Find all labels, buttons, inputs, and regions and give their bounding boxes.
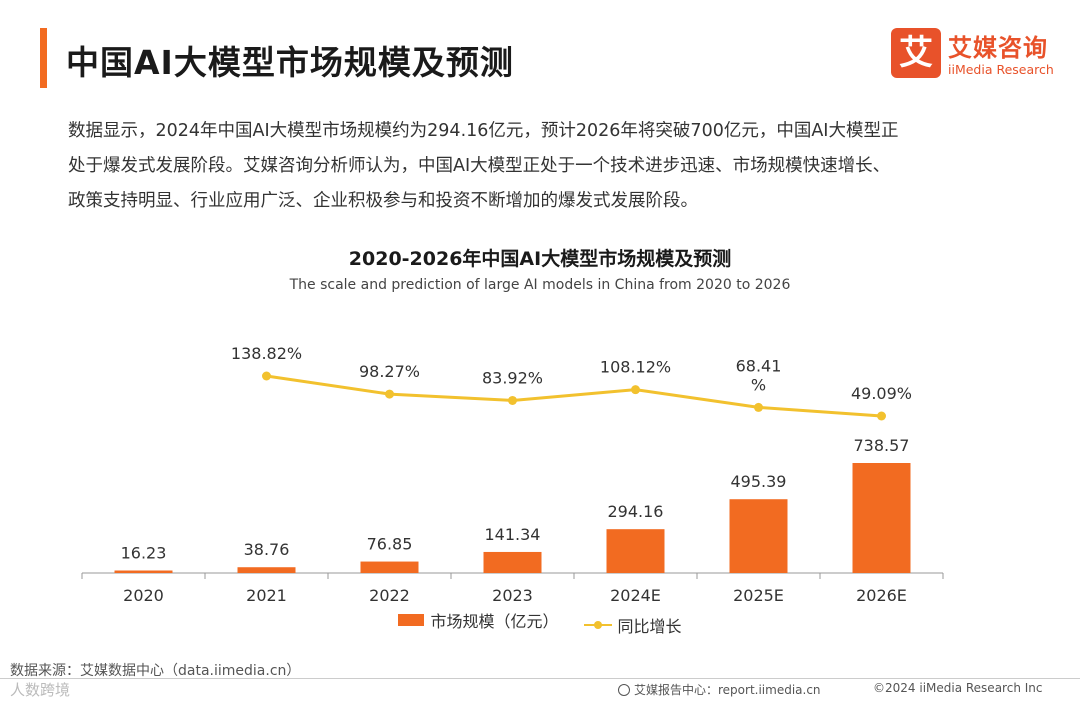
x-tick-label: 2020 — [123, 586, 164, 605]
chart-title: 2020-2026年中国AI大模型市场规模及预测 — [348, 248, 732, 270]
bar-value-label: 495.39 — [731, 472, 787, 491]
growth-rate-label: 83.92% — [482, 368, 543, 387]
growth-rate-point — [262, 371, 271, 381]
chart-legend: 市场规模（亿元） 同比增长 — [0, 608, 1080, 637]
bar-value-label: 141.34 — [485, 525, 541, 544]
bar-market-size — [729, 499, 788, 573]
bar-market-size — [237, 567, 296, 573]
footer-copyright: ©2024 iiMedia Research Inc — [873, 681, 1043, 695]
bar-market-size — [114, 570, 173, 573]
intro-line: 数据显示，2024年中国AI大模型市场规模约为294.16亿元，预计2026年将… — [68, 121, 899, 141]
iimedia-logo: 艾 艾媒咨询 iiMedia Research — [891, 28, 1061, 84]
globe-icon — [618, 683, 630, 696]
watermark-text: 人数跨境 — [10, 681, 71, 699]
chart-subtitle: The scale and prediction of large AI mod… — [289, 277, 791, 293]
title-accent-bar — [40, 28, 47, 88]
footer-divider — [0, 678, 1080, 679]
legend-bar-swatch — [398, 614, 425, 626]
legend-line-swatch — [583, 621, 612, 629]
growth-rate-point — [508, 395, 517, 405]
growth-rate-point — [754, 402, 763, 412]
legend-item-growth: 同比增长 — [583, 613, 682, 637]
x-tick-label: 2025E — [733, 586, 784, 605]
growth-rate-point — [385, 389, 394, 399]
bar-market-size — [360, 561, 419, 573]
legend-label: 市场规模（亿元） — [430, 612, 559, 631]
bar-market-size — [606, 529, 665, 573]
x-tick-label: 2021 — [246, 586, 287, 605]
bar-market-size — [483, 551, 542, 573]
data-source: 数据来源：艾媒数据中心（data.iimedia.cn） — [10, 663, 301, 679]
bar-value-label: 738.57 — [854, 436, 910, 455]
x-tick-label: 2023 — [492, 586, 533, 605]
logo-cn-text: 艾媒咨询 — [948, 34, 1048, 62]
logo-mark: 艾 — [891, 28, 941, 78]
growth-rate-point — [877, 411, 886, 421]
x-tick-label: 2024E — [610, 586, 661, 605]
logo-en-text: iiMedia Research — [948, 62, 1054, 77]
growth-rate-label: 68.41% — [736, 356, 782, 394]
x-tick-label: 2022 — [369, 586, 410, 605]
page-title: 中国AI大模型市场规模及预测 — [66, 43, 514, 82]
intro-line: 处于爆发式发展阶段。艾媒咨询分析师认为，中国AI大模型正处于一个技术进步迅速、市… — [68, 156, 891, 176]
growth-rate-label: 138.82% — [231, 344, 302, 363]
bar-value-label: 16.23 — [121, 544, 167, 563]
legend-item-market-size: 市场规模（亿元） — [398, 608, 558, 632]
intro-line: 政策支持明显、行业应用广泛、企业积极参与和投资不断增加的爆发式发展阶段。 — [68, 191, 698, 211]
growth-rate-label: 98.27% — [359, 362, 420, 381]
legend-label: 同比增长 — [617, 617, 682, 636]
footer-report-center: 艾媒报告中心：report.iimedia.cn — [618, 681, 821, 698]
footer-report-link[interactable]: 艾媒报告中心：report.iimedia.cn — [634, 683, 821, 697]
intro-paragraph: 数据显示，2024年中国AI大模型市场规模约为294.16亿元，预计2026年将… — [68, 114, 1028, 219]
growth-rate-label: 108.12% — [600, 358, 671, 377]
bar-value-label: 38.76 — [244, 540, 290, 559]
bar-value-label: 294.16 — [608, 502, 664, 521]
bar-market-size — [852, 463, 911, 573]
growth-rate-line — [266, 374, 882, 418]
x-tick-label: 2026E — [856, 586, 907, 605]
bar-value-label: 76.85 — [367, 535, 413, 554]
growth-rate-point — [631, 385, 640, 395]
growth-rate-label: 49.09% — [851, 384, 912, 403]
